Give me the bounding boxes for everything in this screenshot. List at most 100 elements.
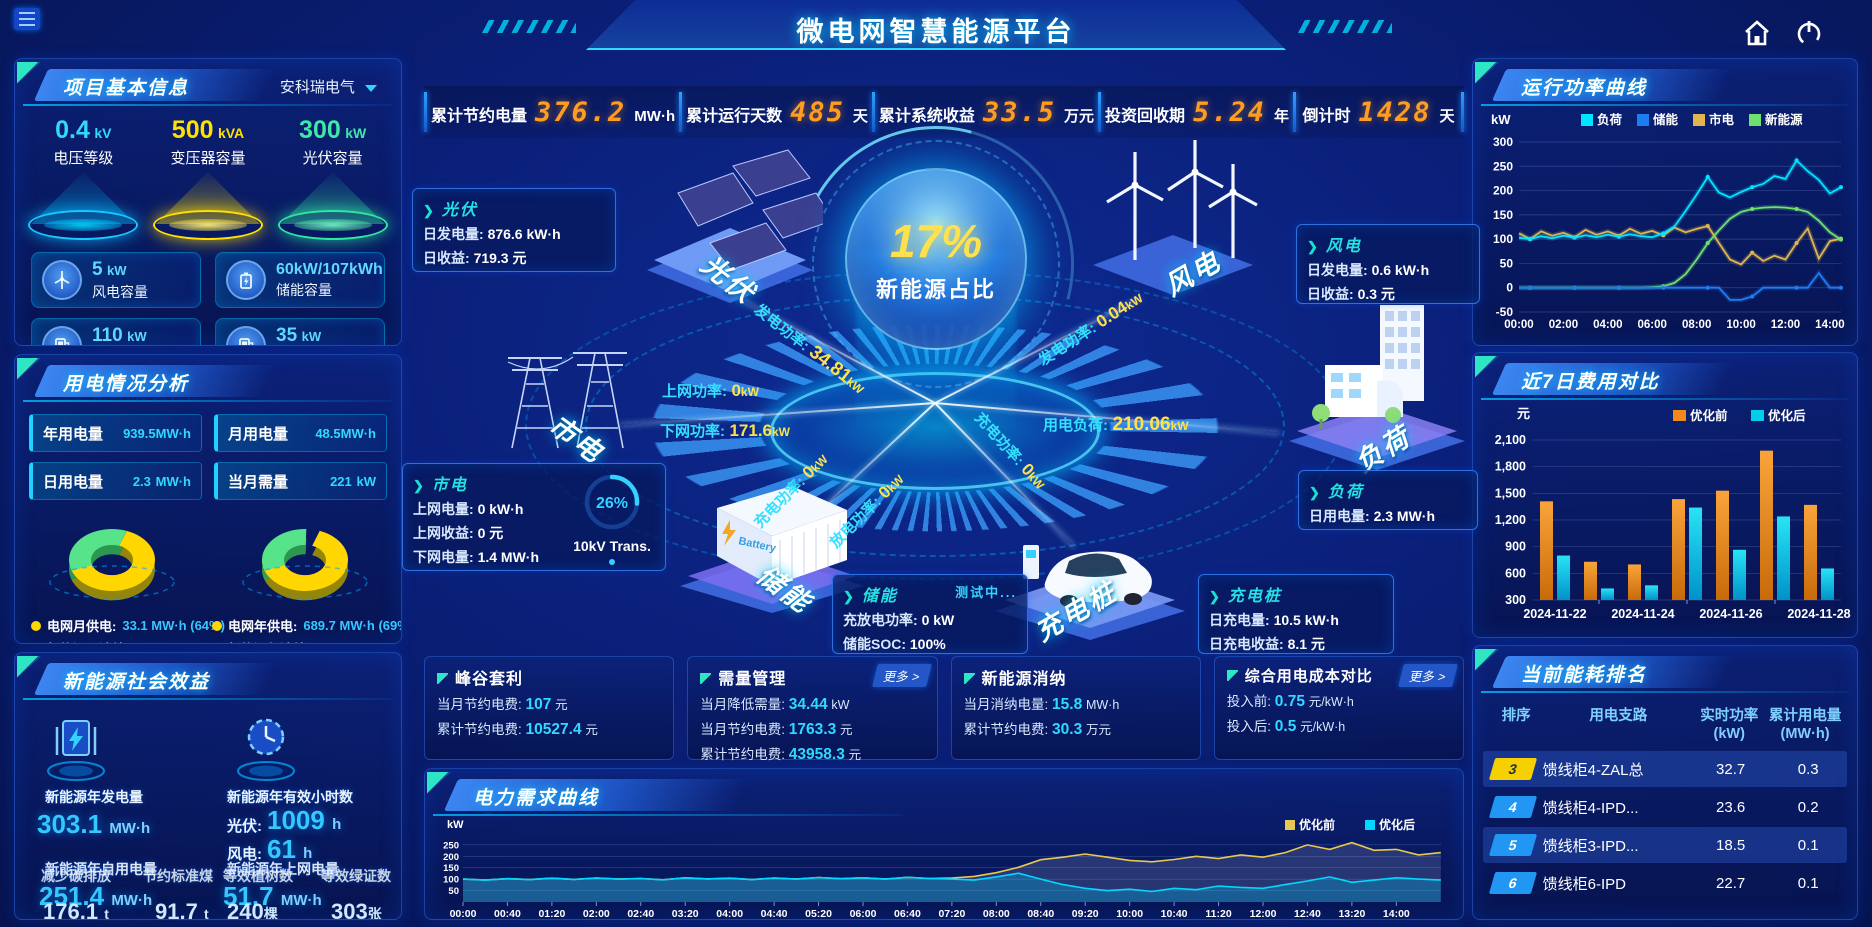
panel-social-benefit: 新能源社会效益 新能源年发电量 303.1 MW·h 新能源年有效小时数 光伏:… bbox=[14, 652, 402, 920]
svg-text:100: 100 bbox=[1493, 232, 1513, 246]
svg-text:08:00: 08:00 bbox=[1682, 319, 1711, 331]
home-icon[interactable] bbox=[1742, 18, 1772, 48]
wind-turbine-icon bbox=[1093, 140, 1258, 295]
svg-text:储能: 储能 bbox=[1652, 112, 1679, 127]
renewable-ratio-sphere: 17% 新能源占比 bbox=[845, 168, 1027, 350]
panel-corner-icon bbox=[1475, 649, 1499, 671]
svg-text:2024-11-22: 2024-11-22 bbox=[1523, 607, 1586, 621]
panel-run-power: 运行功率曲线 kW -50 0 50 100 150 200 250 300 00:00 02:00… bbox=[1472, 58, 1858, 346]
grid-dot-icon bbox=[31, 620, 41, 631]
divider bbox=[679, 92, 683, 132]
kpi-cards-row: 峰谷套利 当月节约电费: 107 元 累计节约电费: 10527.4 元 需量管… bbox=[424, 656, 1464, 763]
table-row[interactable]: 6 馈线柜6-IPD 22.7 0.1 bbox=[1483, 865, 1847, 901]
svg-text:300: 300 bbox=[1493, 135, 1513, 149]
cost-compare-card: 综合用电成本对比 更多 > 投入前: 0.75 元/kW·h 投入后: 0.5 … bbox=[1213, 656, 1464, 760]
svg-text:150: 150 bbox=[1493, 208, 1513, 222]
self-use-label: 新能源年自用电量 bbox=[45, 861, 157, 877]
cone-ring bbox=[28, 210, 139, 240]
panel-header: 用电情况分析 bbox=[17, 358, 393, 402]
svg-text:50: 50 bbox=[1500, 256, 1514, 270]
flow-down-power: 下网功率: 171.6kW bbox=[660, 421, 790, 440]
more-button[interactable]: 更多 > bbox=[871, 664, 932, 687]
ac-charger-card: 35 kW 交流充电桩 bbox=[215, 318, 385, 345]
page-title: 微电网智慧能源平台 bbox=[796, 17, 1076, 47]
svg-text:负荷: 负荷 bbox=[1597, 112, 1623, 127]
stat-payback: 投资回收期 5.24 年 bbox=[1104, 96, 1290, 128]
cert-value: 303张 bbox=[331, 899, 382, 920]
load-building-icon bbox=[1289, 305, 1465, 470]
usage-stats: 年用电量 939.5MW·h 月用电量 48.5MW·h 日用电量 2.3 MW·h … bbox=[15, 402, 401, 500]
panel-title: 项目基本信息 bbox=[63, 78, 190, 99]
svg-text:kW: kW bbox=[447, 819, 464, 831]
cost-compare-chart: 元 300 600 900 1,200 1,500 1,800 2,100 优化前 优化后 2024… bbox=[1495, 406, 1851, 621]
table-row[interactable]: 3 馈线柜4-ZAL总 32.7 0.3 bbox=[1483, 751, 1847, 788]
panel-corner-icon bbox=[427, 772, 451, 794]
panel-corner-icon bbox=[1475, 356, 1499, 378]
panel-energy-ranking: 当前能耗排名 排序 用电支路 实时功率 (kW) 累计用电量 (MW·h) 3 馈线… bbox=[1472, 645, 1858, 920]
card-corner-icon bbox=[700, 673, 712, 684]
chevron-icon: ❯ bbox=[1307, 239, 1320, 254]
voltage-level: 0.4 kV 电压等级 bbox=[24, 116, 142, 240]
panel-title: 新能源社会效益 bbox=[63, 672, 211, 693]
tree-label: 等效植树数 bbox=[223, 868, 293, 884]
panel-demand-curve: 电力需求曲线 kW 50 100 150 200 250 优化前 优化后 00:00 00:40 0… bbox=[424, 768, 1464, 920]
svg-text:02:00: 02:00 bbox=[583, 908, 610, 920]
svg-text:14:00: 14:00 bbox=[1383, 908, 1410, 920]
legend-item: 电网月供电: 33.1 MW·h (64%) bbox=[31, 616, 225, 635]
svg-text:04:40: 04:40 bbox=[761, 908, 788, 920]
svg-text:优化前: 优化前 bbox=[1299, 817, 1335, 832]
svg-text:10:40: 10:40 bbox=[1161, 908, 1188, 920]
company-selector[interactable]: 安科瑞电气 bbox=[280, 76, 377, 97]
panel-cost-compare: 近7日费用对比 元 300 600 900 1,200 1,500 1,800 2,100 优化… bbox=[1472, 352, 1858, 638]
storage-capacity-card: 60kW/107kWh 储能容量 bbox=[215, 252, 385, 308]
card-corner-icon bbox=[1226, 670, 1238, 681]
generation-icon bbox=[47, 720, 105, 781]
year-usage: 年用电量 939.5MW·h bbox=[29, 414, 202, 452]
svg-text:09:20: 09:20 bbox=[1072, 908, 1099, 920]
svg-text:-50: -50 bbox=[1496, 305, 1514, 319]
svg-text:新能源: 新能源 bbox=[1765, 112, 1803, 127]
svg-text:00:40: 00:40 bbox=[494, 908, 521, 920]
panel-title: 当前能耗排名 bbox=[1521, 665, 1648, 686]
svg-text:12:00: 12:00 bbox=[1771, 319, 1800, 331]
svg-text:300: 300 bbox=[1505, 593, 1526, 607]
panel-header: 当前能耗排名 bbox=[1475, 649, 1849, 693]
svg-text:26%: 26% bbox=[596, 495, 628, 512]
svg-text:02:40: 02:40 bbox=[627, 908, 654, 920]
svg-text:150: 150 bbox=[443, 863, 459, 874]
svg-text:100: 100 bbox=[443, 875, 459, 886]
chevron-icon: ❯ bbox=[1209, 589, 1222, 604]
svg-text:50: 50 bbox=[448, 886, 459, 897]
more-button[interactable]: 更多 > bbox=[1398, 664, 1458, 687]
summary-stats-bar: 累计节约电量 376.2 MW·h 累计运行天数 485 天 累计系统收益 33… bbox=[424, 86, 1464, 138]
storage-info-box: ❯ 储能 测试中... 充放电功率: 0 kW 储能SOC: 100% bbox=[832, 574, 1028, 654]
svg-text:1,800: 1,800 bbox=[1495, 460, 1526, 474]
panel-corner-icon bbox=[1475, 62, 1499, 84]
divider bbox=[1293, 92, 1297, 132]
svg-text:200: 200 bbox=[443, 852, 459, 863]
gauge-label: 10kV Trans. bbox=[573, 538, 651, 554]
svg-text:250: 250 bbox=[1493, 159, 1513, 173]
svg-text:04:00: 04:00 bbox=[716, 908, 743, 920]
dropdown-caret-icon bbox=[365, 84, 377, 92]
gen-label: 新能源年发电量 bbox=[45, 789, 143, 805]
table-row[interactable]: 4 馈线柜4-IPD... 23.6 0.2 bbox=[1483, 789, 1847, 825]
svg-text:1,200: 1,200 bbox=[1495, 513, 1526, 527]
pv-hours-label: 光伏: bbox=[227, 818, 262, 835]
svg-text:14:00: 14:00 bbox=[1815, 319, 1844, 331]
table-row[interactable]: 5 馈线柜3-IPD... 18.5 0.1 bbox=[1483, 827, 1847, 864]
transmission-tower-icon bbox=[507, 352, 627, 449]
divider bbox=[424, 92, 427, 132]
wind-info-box: ❯ 风电 日发电量: 0.6 kW·h 日收益: 0.3 元 bbox=[1296, 224, 1480, 304]
menu-icon[interactable] bbox=[14, 8, 40, 30]
power-icon[interactable] bbox=[1794, 18, 1824, 48]
pv-hours-value: 1009 h bbox=[267, 805, 342, 835]
capacity-cards: 5 kW 风电容量 60kW/107kWh 储能容量 110 kW 直流充电桩 bbox=[15, 240, 401, 345]
svg-text:1,500: 1,500 bbox=[1495, 486, 1526, 500]
divider bbox=[871, 92, 875, 132]
self-use-value: 251.4 MW·h bbox=[39, 881, 153, 911]
svg-text:02:00: 02:00 bbox=[1549, 319, 1578, 331]
co2-label: 减少碳排放 bbox=[41, 868, 111, 884]
grid-dot-icon bbox=[212, 620, 222, 631]
stat-run-days: 累计运行天数 485 天 bbox=[686, 96, 868, 128]
